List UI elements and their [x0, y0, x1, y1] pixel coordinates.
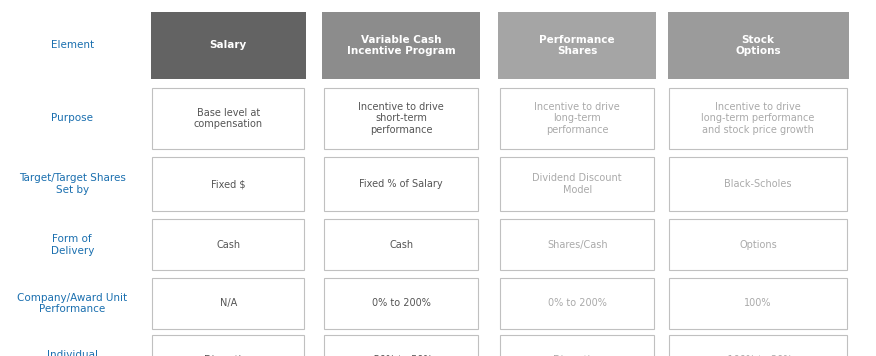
FancyBboxPatch shape [324, 278, 478, 329]
FancyBboxPatch shape [500, 219, 654, 270]
Text: 100%: 100% [745, 298, 772, 309]
Text: Salary: Salary [209, 40, 247, 51]
FancyBboxPatch shape [669, 219, 847, 270]
Text: Incentive to drive
short-term
performance: Incentive to drive short-term performanc… [358, 102, 444, 135]
Text: Incentive to drive
long-term performance
and stock price growth: Incentive to drive long-term performance… [702, 102, 815, 135]
Text: Black-Scholes: Black-Scholes [724, 179, 792, 189]
FancyBboxPatch shape [324, 335, 478, 356]
FancyBboxPatch shape [151, 12, 306, 79]
FancyBboxPatch shape [152, 335, 304, 356]
Text: Form of
Delivery: Form of Delivery [51, 234, 94, 256]
Text: Dividend Discount
Model: Dividend Discount Model [533, 173, 622, 195]
Text: 0% to 200%: 0% to 200% [371, 298, 431, 309]
Text: -50% to 50%: -50% to 50% [370, 355, 433, 356]
Text: Target/Target Shares
Set by: Target/Target Shares Set by [18, 173, 126, 195]
FancyBboxPatch shape [669, 278, 847, 329]
FancyBboxPatch shape [669, 88, 847, 149]
FancyBboxPatch shape [500, 335, 654, 356]
Text: Performance
Shares: Performance Shares [540, 35, 615, 56]
FancyBboxPatch shape [324, 157, 478, 211]
Text: Cash: Cash [389, 240, 413, 250]
FancyBboxPatch shape [669, 335, 847, 356]
Text: Individual
Adjustment: Individual Adjustment [42, 350, 102, 356]
Text: Base level at
compensation: Base level at compensation [194, 108, 263, 129]
FancyBboxPatch shape [324, 88, 478, 149]
Text: Stock
Options: Stock Options [735, 35, 781, 56]
FancyBboxPatch shape [152, 157, 304, 211]
Text: Company/Award Unit
Performance: Company/Award Unit Performance [18, 293, 127, 314]
Text: Fixed $: Fixed $ [211, 179, 245, 189]
Text: Incentive to drive
long-term
performance: Incentive to drive long-term performance [534, 102, 620, 135]
Text: N/A: N/A [220, 298, 237, 309]
Text: Discretion: Discretion [553, 355, 602, 356]
FancyBboxPatch shape [500, 278, 654, 329]
FancyBboxPatch shape [669, 157, 847, 211]
Text: -100% to 30%: -100% to 30% [724, 355, 793, 356]
FancyBboxPatch shape [152, 219, 304, 270]
FancyBboxPatch shape [668, 12, 849, 79]
Text: Cash: Cash [216, 240, 240, 250]
FancyBboxPatch shape [152, 278, 304, 329]
FancyBboxPatch shape [324, 219, 478, 270]
Text: Element: Element [51, 40, 94, 51]
Text: 0% to 200%: 0% to 200% [548, 298, 607, 309]
FancyBboxPatch shape [152, 88, 304, 149]
FancyBboxPatch shape [322, 12, 480, 79]
FancyBboxPatch shape [500, 157, 654, 211]
Text: Shares/Cash: Shares/Cash [547, 240, 608, 250]
Text: Variable Cash
Incentive Program: Variable Cash Incentive Program [347, 35, 456, 56]
FancyBboxPatch shape [500, 88, 654, 149]
Text: Options: Options [739, 240, 777, 250]
Text: Discretion: Discretion [203, 355, 253, 356]
FancyBboxPatch shape [498, 12, 656, 79]
Text: Fixed % of Salary: Fixed % of Salary [359, 179, 443, 189]
Text: Purpose: Purpose [52, 113, 93, 124]
